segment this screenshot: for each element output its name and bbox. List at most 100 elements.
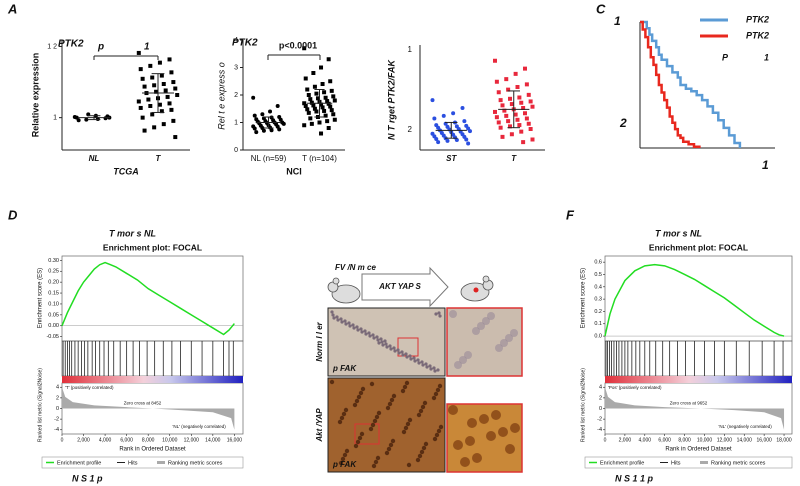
cell [400, 388, 406, 394]
point [325, 99, 330, 104]
cell [510, 423, 520, 433]
cells [329, 310, 520, 469]
cell [375, 335, 379, 339]
point [432, 116, 437, 121]
x-label: TCGA [113, 166, 139, 176]
y-tick-label: 3 [234, 64, 238, 71]
cell [353, 443, 359, 449]
plot-title: Enrichment plot: FOCAL [649, 242, 748, 252]
cell [379, 337, 383, 341]
point [157, 102, 162, 107]
caption: N S 1 1 p [615, 473, 654, 483]
point [309, 100, 314, 105]
metric-area [605, 387, 785, 430]
cell [402, 384, 408, 390]
point [331, 112, 336, 117]
point [317, 120, 322, 125]
panel-label: F [566, 207, 575, 222]
cell [354, 398, 360, 404]
cell [428, 364, 432, 368]
point [329, 88, 334, 93]
point [167, 57, 172, 62]
zoom-box [354, 423, 380, 445]
y-tick-label: 0.6 [594, 260, 602, 266]
cell [360, 330, 364, 334]
p-value: p<0.0001 [279, 40, 317, 50]
y-tick-label: 2 [599, 395, 602, 401]
axis-text: 1 [762, 158, 769, 172]
point [173, 86, 178, 91]
y-tick-label: 0.10 [48, 301, 59, 307]
cell [505, 334, 513, 342]
x-tick-label: 16,000 [227, 437, 243, 443]
point [161, 122, 166, 127]
point [515, 117, 520, 122]
cell [356, 328, 360, 332]
y-label: Relative expression [30, 53, 40, 138]
point [325, 119, 330, 124]
point [252, 126, 257, 131]
point [311, 103, 316, 108]
cell [438, 424, 444, 430]
y-tick-label: 0.1 [594, 321, 602, 327]
cell [341, 411, 347, 417]
point [493, 58, 497, 63]
cell [331, 313, 335, 317]
axis-text: 1 [614, 14, 621, 28]
cell [339, 317, 343, 321]
annotation: Zero cross at 8452 [124, 401, 162, 406]
point [509, 102, 514, 107]
point [519, 100, 524, 105]
point [311, 71, 316, 75]
point [165, 94, 170, 99]
point [142, 128, 147, 133]
cell [393, 349, 397, 353]
cell [500, 339, 508, 347]
p-label: p [97, 42, 104, 53]
point [319, 131, 324, 136]
cell [344, 322, 348, 326]
row-label: Norm l l er [315, 321, 324, 361]
y-tick-label: -4 [597, 427, 602, 433]
heading: T mor s NL [109, 228, 156, 238]
y-tick-label: 0.00 [48, 323, 59, 329]
title: PTK2 [58, 39, 84, 50]
point [521, 140, 526, 145]
point [332, 98, 337, 103]
point [328, 104, 333, 109]
cell [434, 432, 440, 438]
point [159, 109, 164, 114]
point [140, 115, 145, 120]
y-tick-label: 0.5 [594, 272, 602, 278]
point [252, 113, 257, 118]
point [519, 129, 524, 134]
x-tick-label: 4,000 [639, 437, 652, 443]
cell [424, 362, 428, 366]
cell [359, 431, 365, 437]
x-label: Rank in Ordered Dataset [119, 447, 186, 453]
point [326, 101, 331, 106]
point [305, 107, 310, 112]
cell [384, 450, 390, 456]
cell [415, 457, 421, 463]
cell [505, 444, 515, 454]
y-tick-label: -0.05 [46, 334, 59, 340]
cell [486, 431, 496, 441]
y-tick-label: 0.0 [594, 334, 602, 340]
cell [472, 453, 482, 463]
point [148, 63, 153, 68]
point [494, 79, 499, 84]
cell [343, 319, 347, 323]
cell [401, 353, 405, 357]
cell [347, 321, 351, 325]
cell [364, 332, 368, 336]
point [328, 79, 333, 84]
cell [472, 327, 480, 335]
cell [432, 366, 436, 370]
point [460, 106, 465, 110]
panel-label: C [596, 1, 606, 16]
point [323, 113, 328, 118]
point [312, 84, 317, 89]
x-tick-label: 6,000 [120, 437, 133, 443]
cell [404, 352, 408, 356]
